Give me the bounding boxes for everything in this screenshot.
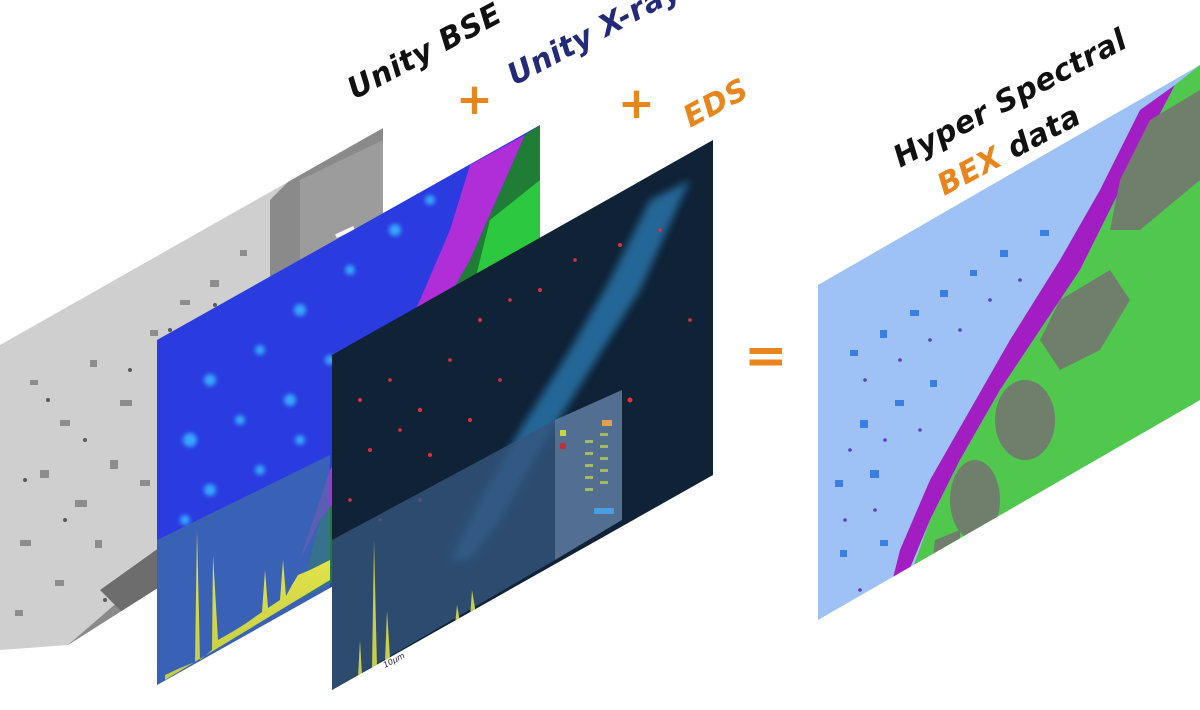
- xray-spectrum-overlay: [157, 455, 330, 685]
- equals-operator: =: [744, 326, 788, 386]
- plus-operator-1: +: [456, 74, 493, 125]
- legend-swatch-red: [560, 443, 566, 449]
- panel-button-orange: [602, 420, 612, 426]
- legend-swatch-yellow: [560, 430, 566, 436]
- eds-results-table: [555, 390, 622, 560]
- plus-operator-2: +: [618, 78, 655, 129]
- eds-table-cells: [585, 433, 608, 491]
- panel-button-blue: [594, 508, 614, 514]
- xray-spectrum-curve: [165, 530, 330, 680]
